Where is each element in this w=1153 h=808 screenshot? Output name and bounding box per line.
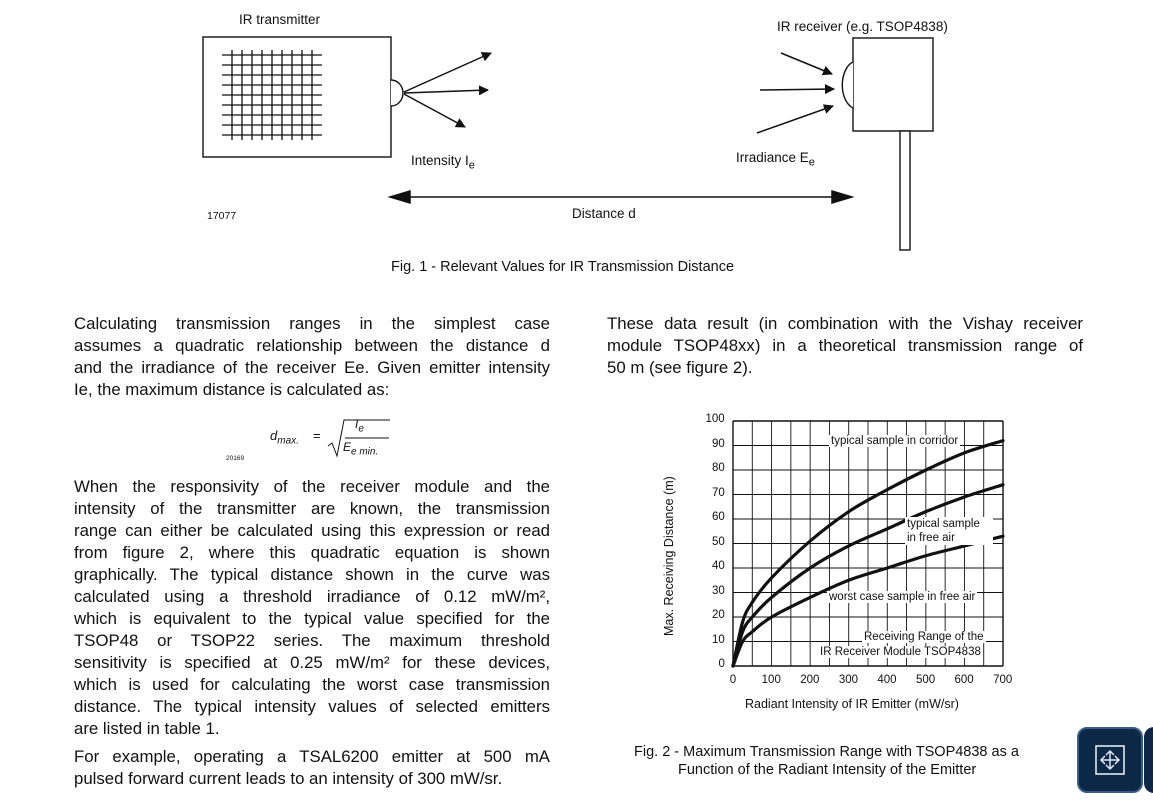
fig1-diagram [202, 36, 934, 251]
left-paragraph-2: When the responsivity of the receiver mo… [74, 477, 550, 738]
y-tick-label: 70 [712, 486, 725, 499]
y-tick-label: 0 [718, 658, 725, 670]
formula-num: Ie [355, 417, 364, 435]
fig1-code: 17077 [207, 210, 237, 222]
x-tick-label: 400 [877, 674, 897, 686]
annotation-line-2: IR Receiver Module TSOP4838 [818, 646, 983, 658]
fig2-caption-line-1: Fig. 2 - Maximum Transmission Range with… [634, 744, 1019, 760]
x-tick-label: 300 [838, 674, 858, 686]
y-tick-label: 80 [712, 462, 725, 474]
receiver-dome [841, 61, 854, 109]
receiver-post [899, 130, 911, 251]
chart-series-line-2 [731, 534, 1005, 668]
formula-den: Ee min. [343, 440, 379, 458]
formula-lhs: dmax. [270, 428, 299, 447]
fig1-caption: Fig. 1 - Relevant Values for IR Transmis… [391, 259, 735, 275]
y-tick-label: 60 [712, 511, 725, 523]
formula-eq: = [313, 428, 321, 443]
x-tick-label: 600 [954, 674, 974, 686]
toolbar-button-partial[interactable] [1144, 727, 1153, 793]
y-tick-label: 50 [712, 535, 725, 548]
emitter-grid [222, 50, 322, 140]
chart-series-line-1 [731, 483, 1005, 668]
fullscreen-icon [1095, 745, 1125, 775]
series-label-free-air: typical sample in free air [905, 517, 993, 545]
series-label-corridor: typical sample in corridor [829, 435, 961, 447]
incoming-rays [756, 52, 835, 134]
chart-series-line-0 [731, 439, 1005, 668]
receiver-label: IR receiver (e.g. TSOP4838) [777, 19, 948, 34]
x-tick-label: 0 [729, 674, 737, 686]
y-tick-label: 20 [712, 609, 725, 621]
sqrt-sign [327, 419, 390, 458]
series-label-worst-case: worst case sample in free air [827, 591, 978, 603]
irradiance-label: Irradiance Ee [736, 150, 815, 169]
formula-code: 20169 [226, 455, 245, 462]
transmitter-label: IR transmitter [239, 12, 321, 27]
left-paragraph-1: Calculating transmission ranges in the s… [74, 314, 550, 399]
x-tick-label: 500 [915, 674, 936, 686]
distance-arrow [387, 189, 855, 205]
fullscreen-button[interactable] [1077, 727, 1143, 793]
y-tick-label: 90 [712, 437, 725, 450]
x-tick-label: 200 [800, 674, 820, 686]
x-tick-label: 100 [761, 674, 781, 686]
left-paragraph-3: For example, operating a TSAL6200 emitte… [74, 747, 550, 788]
x-tick-label: 700 [993, 674, 1013, 686]
intensity-label: Intensity Ie [411, 153, 475, 172]
y-tick-label: 10 [712, 633, 725, 646]
chart-ylabel: Max. Receiving Distance (m) [662, 476, 676, 636]
fig2-caption-line-2: Function of the Radiant Intensity of the… [678, 762, 977, 778]
emitted-rays [403, 52, 492, 128]
chart-xlabel: Radiant Intensity of IR Emitter (mW/sr) [745, 697, 959, 711]
right-paragraph-1: These data result (in combination with t… [607, 314, 1083, 377]
y-tick-label: 40 [712, 560, 725, 572]
y-tick-label: 30 [712, 584, 725, 597]
y-tick-label: 100 [705, 413, 725, 425]
distance-label: Distance d [572, 206, 636, 221]
emitter-dome [390, 79, 404, 107]
annotation-line-1: Receiving Range of the [862, 631, 986, 643]
